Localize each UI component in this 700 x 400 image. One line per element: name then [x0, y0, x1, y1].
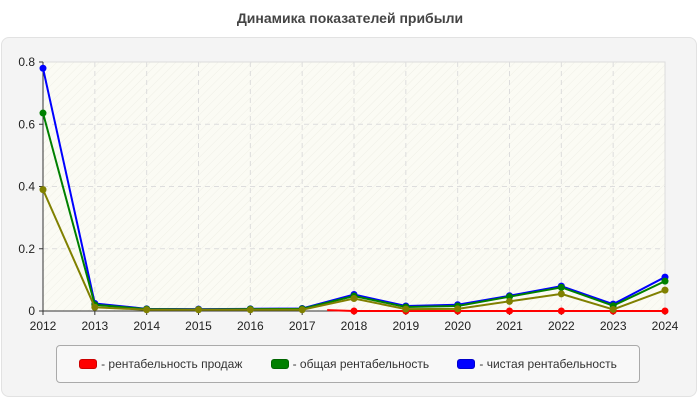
- series-line: [39, 186, 669, 314]
- legend-swatch-blue: [457, 359, 476, 369]
- x-tick-label: 2023: [600, 319, 627, 333]
- legend-item-total-profitability[interactable]: - общая рентабельность: [270, 357, 430, 371]
- x-tick-label: 2021: [496, 319, 523, 333]
- data-point[interactable]: [39, 64, 47, 72]
- legend-swatch-green: [270, 359, 289, 369]
- y-tick-label: 0: [28, 304, 35, 318]
- x-tick-label: 2024: [652, 319, 679, 333]
- x-tick-label: 2013: [81, 319, 108, 333]
- x-tick-label: 2017: [289, 319, 316, 333]
- x-tick-label: 2015: [185, 319, 212, 333]
- y-tick-label: 0.8: [18, 55, 35, 69]
- data-point[interactable]: [557, 290, 565, 298]
- data-point[interactable]: [454, 305, 462, 313]
- data-point[interactable]: [350, 295, 358, 303]
- data-point[interactable]: [609, 305, 617, 313]
- data-point[interactable]: [39, 109, 47, 117]
- data-point[interactable]: [506, 297, 513, 305]
- legend-label: - чистая рентабельность: [479, 357, 617, 371]
- y-tick-label: 0.2: [18, 242, 35, 256]
- data-point[interactable]: [143, 306, 151, 314]
- data-point[interactable]: [506, 307, 513, 315]
- data-point[interactable]: [661, 277, 669, 285]
- data-point[interactable]: [91, 303, 99, 311]
- data-point[interactable]: [350, 307, 358, 315]
- legend-item-sales-profitability[interactable]: - рентабельность продаж: [79, 357, 242, 371]
- legend-swatch-red: [79, 359, 98, 369]
- data-point[interactable]: [557, 307, 565, 315]
- y-tick-label: 0.6: [18, 117, 35, 131]
- data-point[interactable]: [195, 306, 202, 314]
- x-tick-label: 2019: [392, 319, 419, 333]
- data-point[interactable]: [661, 307, 669, 315]
- x-tick-label: 2016: [237, 319, 264, 333]
- legend-label: - рентабельность продаж: [101, 357, 243, 371]
- x-tick-label: 2014: [133, 319, 160, 333]
- chart-title: Динамика показателей прибыли: [236, 10, 464, 26]
- x-tick-label: 2018: [341, 319, 368, 333]
- data-point[interactable]: [661, 286, 669, 294]
- data-point[interactable]: [39, 186, 47, 194]
- legend: - рентабельность продаж - общая рентабел…: [56, 345, 640, 383]
- data-point[interactable]: [557, 283, 565, 291]
- grid-lines: [43, 62, 665, 311]
- data-point[interactable]: [298, 306, 306, 314]
- x-tick-label: 2022: [548, 319, 575, 333]
- data-point[interactable]: [246, 306, 254, 314]
- legend-item-net-profitability[interactable]: - чистая рентабельность: [457, 357, 617, 371]
- legend-label: - общая рентабельность: [292, 357, 430, 371]
- x-tick-label: 2020: [444, 319, 471, 333]
- series-group: [39, 64, 669, 315]
- y-tick-label: 0.4: [18, 180, 35, 194]
- data-point[interactable]: [402, 305, 410, 313]
- x-tick-label: 2012: [30, 319, 57, 333]
